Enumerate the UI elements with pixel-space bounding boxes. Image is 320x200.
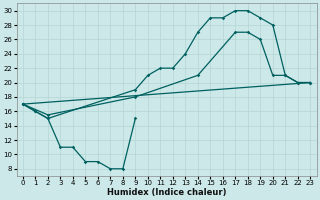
X-axis label: Humidex (Indice chaleur): Humidex (Indice chaleur) — [107, 188, 226, 197]
